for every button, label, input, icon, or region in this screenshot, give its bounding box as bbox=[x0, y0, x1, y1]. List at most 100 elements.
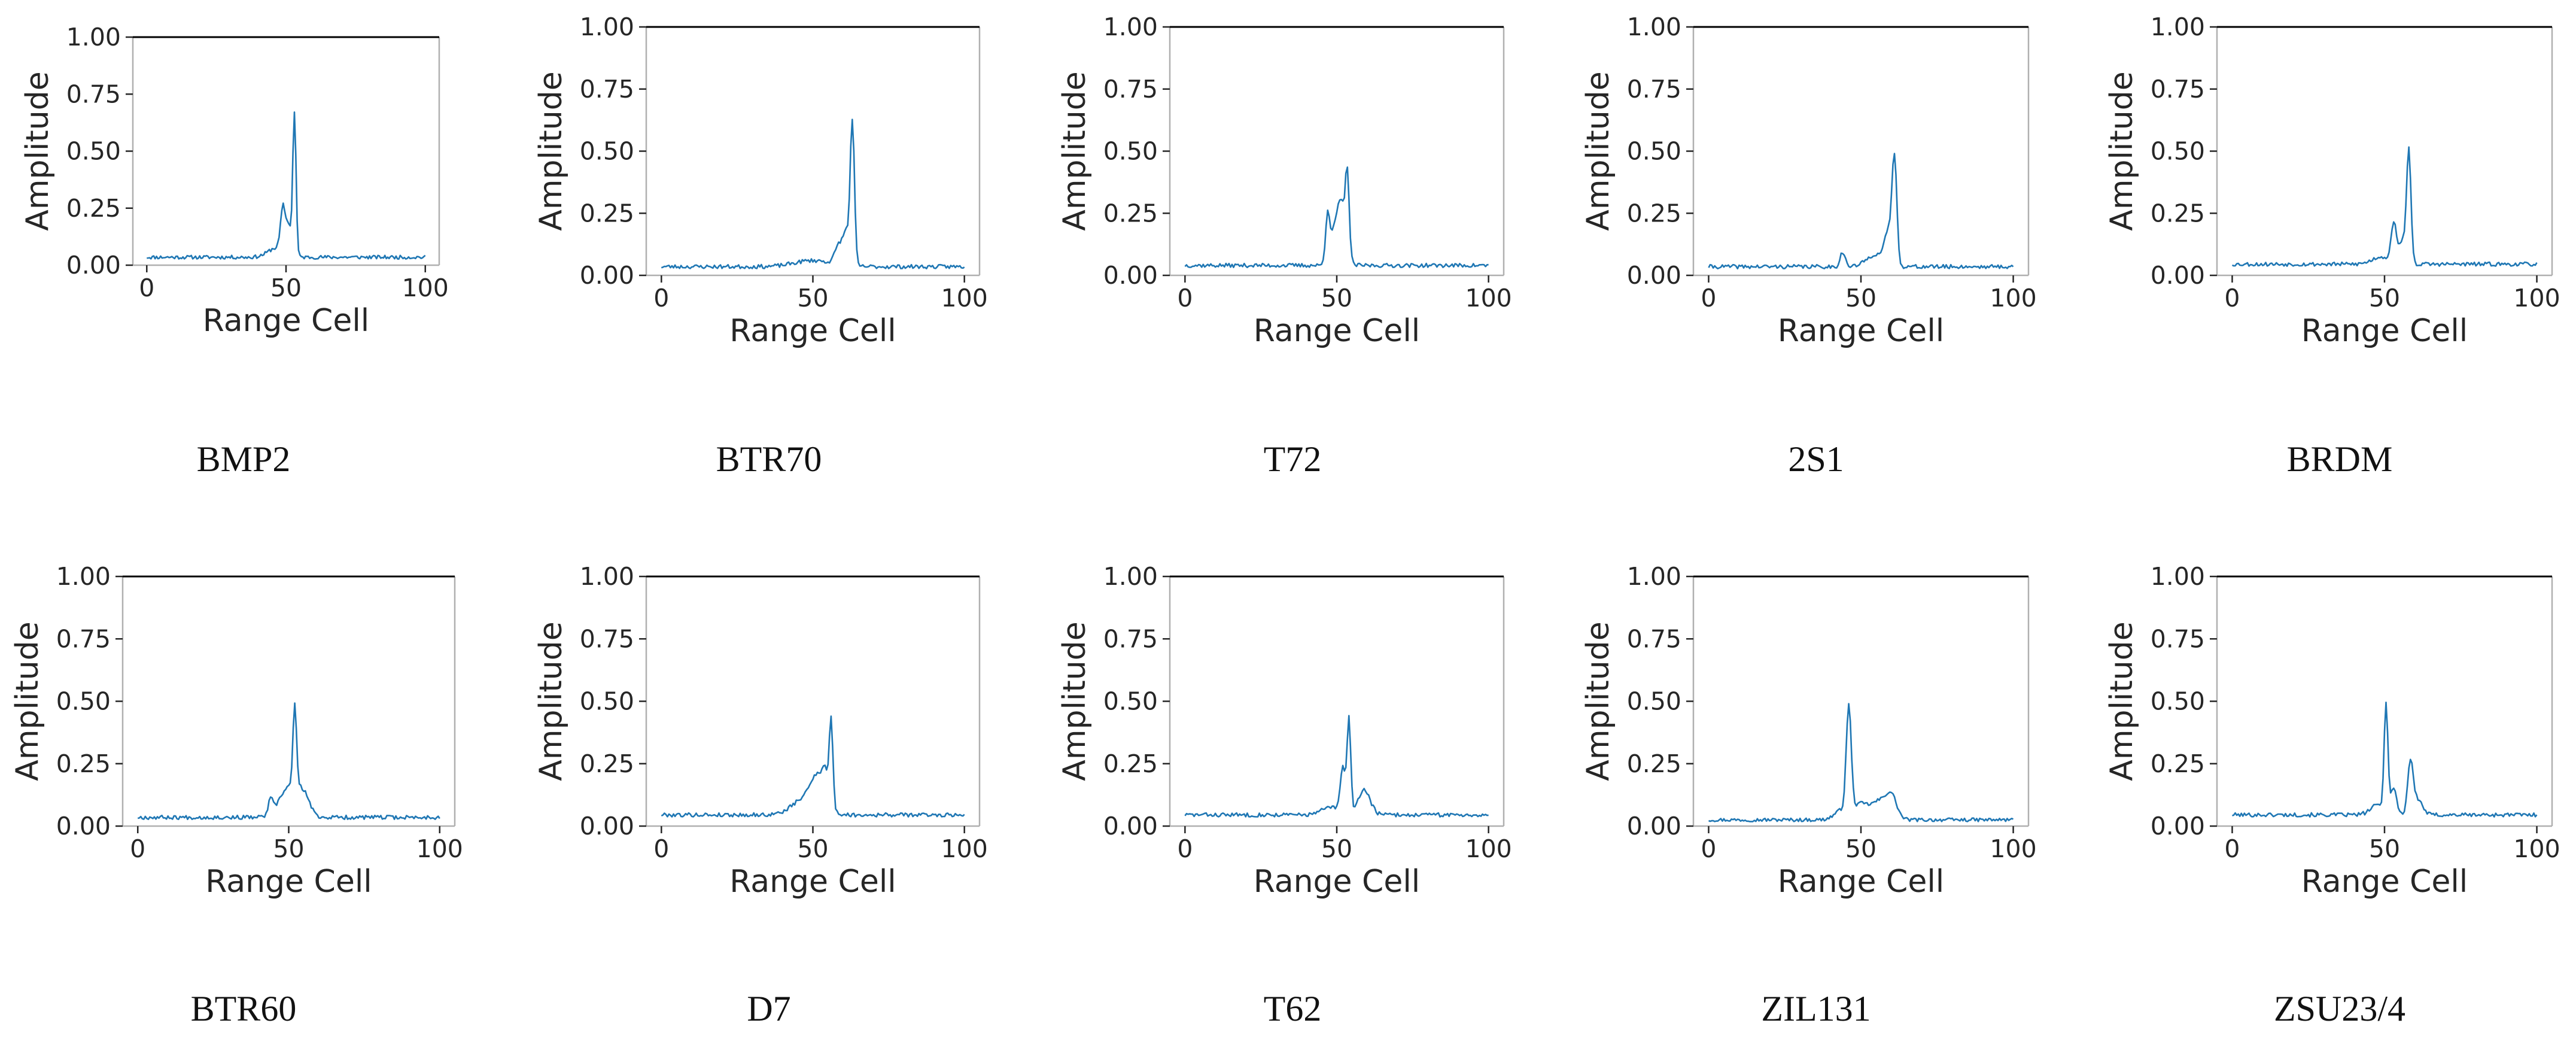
x-tick-label: 0 bbox=[1701, 834, 1716, 863]
y-tick-label: 0.25 bbox=[1627, 199, 1681, 227]
chart-caption: BTR60 bbox=[191, 989, 297, 1028]
y-tick-label: 0.25 bbox=[66, 194, 121, 223]
chart-caption: T62 bbox=[1264, 989, 1322, 1028]
y-tick-label: 0.50 bbox=[1103, 687, 1158, 716]
y-tick-label: 0.75 bbox=[580, 75, 634, 104]
y-tick-label: 1.00 bbox=[2151, 562, 2205, 591]
y-tick-label: 0.75 bbox=[2151, 624, 2205, 653]
x-axis-title: Range Cell bbox=[729, 313, 896, 349]
chart-panel-bmp2: 0.00 0.25 0.50 0.75 1.00 0 50 100 Range Cell Ampl… bbox=[20, 23, 449, 479]
y-tick-label: 0.00 bbox=[1627, 261, 1681, 290]
y-axis-title: Amplitude bbox=[2104, 71, 2140, 230]
signal-line bbox=[137, 702, 440, 820]
y-tick-label: 1.00 bbox=[580, 13, 634, 41]
y-tick-label: 0.50 bbox=[580, 137, 634, 166]
x-tick-label: 100 bbox=[941, 284, 988, 312]
y-tick-label: 0.25 bbox=[1103, 199, 1158, 227]
chart-panel-t62: 0.00 0.25 0.50 0.75 1.00 0 50 100 Range Cell Ampl… bbox=[1057, 562, 1512, 1028]
y-tick-label: 0.00 bbox=[2151, 261, 2205, 290]
chart-caption: ZSU23/4 bbox=[2274, 989, 2405, 1028]
y-axis-title: Amplitude bbox=[1580, 71, 1616, 230]
y-tick-label: 1.00 bbox=[56, 562, 111, 591]
y-axis-title: Amplitude bbox=[1580, 621, 1616, 781]
y-tick-label: 0.25 bbox=[2151, 199, 2205, 227]
y-tick-label: 0.00 bbox=[580, 261, 634, 290]
chart-panel-btr60: 0.00 0.25 0.50 0.75 1.00 0 50 100 Range Cell Ampl… bbox=[10, 562, 463, 1028]
y-tick-label: 0.25 bbox=[580, 199, 634, 227]
x-tick-label: 0 bbox=[2224, 284, 2240, 312]
y-tick-label: 0.50 bbox=[2151, 687, 2205, 716]
x-axis-title: Range Cell bbox=[1254, 313, 1421, 349]
chart-panel-2s1: 0.00 0.25 0.50 0.75 1.00 0 50 100 Range Cell Ampl… bbox=[1580, 13, 2037, 479]
signal-line bbox=[1708, 153, 2014, 270]
y-tick-label: 0.00 bbox=[1103, 812, 1158, 840]
signal-line bbox=[661, 715, 965, 818]
x-axis-title: Range Cell bbox=[1254, 864, 1421, 900]
y-tick-label: 0.75 bbox=[580, 624, 634, 653]
y-tick-label: 0.00 bbox=[66, 251, 121, 280]
x-tick-label: 100 bbox=[2513, 284, 2560, 312]
x-tick-label: 50 bbox=[1845, 834, 1877, 863]
signal-line bbox=[147, 111, 426, 260]
y-tick-label: 0.00 bbox=[1103, 261, 1158, 290]
x-axis-title: Range Cell bbox=[1778, 864, 1945, 900]
x-tick-label: 100 bbox=[1990, 834, 2036, 863]
y-tick-label: 0.25 bbox=[2151, 749, 2205, 778]
y-tick-label: 0.00 bbox=[1627, 812, 1681, 840]
x-tick-label: 50 bbox=[270, 274, 302, 302]
x-axis-title: Range Cell bbox=[2301, 313, 2468, 349]
x-tick-label: 0 bbox=[653, 284, 669, 312]
chart-caption: BTR70 bbox=[716, 439, 822, 479]
x-tick-label: 0 bbox=[1701, 284, 1716, 312]
chart-caption: 2S1 bbox=[1788, 439, 1844, 479]
x-axis-title: Range Cell bbox=[205, 864, 372, 900]
y-axis-title: Amplitude bbox=[2104, 621, 2140, 781]
chart-caption: BRDM bbox=[2287, 439, 2393, 479]
y-tick-label: 0.50 bbox=[1103, 137, 1158, 166]
x-axis-title: Range Cell bbox=[1778, 313, 1945, 349]
x-tick-label: 100 bbox=[1465, 284, 1512, 312]
y-tick-label: 0.50 bbox=[580, 687, 634, 716]
signal-line bbox=[2231, 146, 2538, 267]
y-tick-label: 0.75 bbox=[2151, 75, 2205, 104]
x-tick-label: 50 bbox=[2369, 284, 2400, 312]
y-axis-title: Amplitude bbox=[10, 621, 45, 781]
y-tick-label: 1.00 bbox=[1627, 13, 1681, 41]
chart-panel-d7: 0.00 0.25 0.50 0.75 1.00 0 50 100 Range Cell Ampl… bbox=[533, 562, 988, 1028]
y-tick-label: 1.00 bbox=[2151, 13, 2205, 41]
y-tick-label: 0.75 bbox=[1627, 75, 1681, 104]
x-tick-label: 50 bbox=[797, 284, 828, 312]
chart-caption: D7 bbox=[747, 989, 790, 1028]
y-axis-title: Amplitude bbox=[1057, 71, 1093, 230]
x-tick-label: 0 bbox=[1177, 834, 1193, 863]
x-tick-label: 0 bbox=[1177, 284, 1193, 312]
x-tick-label: 0 bbox=[130, 834, 145, 863]
x-tick-label: 100 bbox=[1465, 834, 1512, 863]
y-tick-label: 0.50 bbox=[1627, 137, 1681, 166]
y-tick-label: 1.00 bbox=[1103, 13, 1158, 41]
chart-caption: BMP2 bbox=[197, 439, 291, 479]
y-axis-title: Amplitude bbox=[20, 71, 56, 230]
y-tick-label: 0.50 bbox=[2151, 137, 2205, 166]
x-axis-title: Range Cell bbox=[2301, 864, 2468, 900]
y-tick-label: 0.25 bbox=[1103, 749, 1158, 778]
chart-caption: ZIL131 bbox=[1761, 989, 1871, 1028]
y-tick-label: 1.00 bbox=[580, 562, 634, 591]
x-tick-label: 50 bbox=[2369, 834, 2400, 863]
y-tick-label: 1.00 bbox=[66, 23, 121, 51]
chart-caption: T72 bbox=[1264, 439, 1322, 479]
signal-line bbox=[1184, 715, 1489, 818]
y-tick-label: 0.00 bbox=[580, 812, 634, 840]
y-tick-label: 0.75 bbox=[56, 624, 111, 653]
x-tick-label: 100 bbox=[941, 834, 988, 863]
y-tick-label: 1.00 bbox=[1627, 562, 1681, 591]
y-tick-label: 0.00 bbox=[56, 812, 111, 840]
y-tick-label: 0.50 bbox=[1627, 687, 1681, 716]
x-tick-label: 50 bbox=[1321, 284, 1352, 312]
y-tick-label: 0.25 bbox=[56, 749, 111, 778]
y-tick-label: 0.50 bbox=[56, 687, 111, 716]
y-tick-label: 0.50 bbox=[66, 137, 121, 166]
signal-line bbox=[2231, 702, 2538, 818]
y-tick-label: 0.75 bbox=[66, 80, 121, 108]
